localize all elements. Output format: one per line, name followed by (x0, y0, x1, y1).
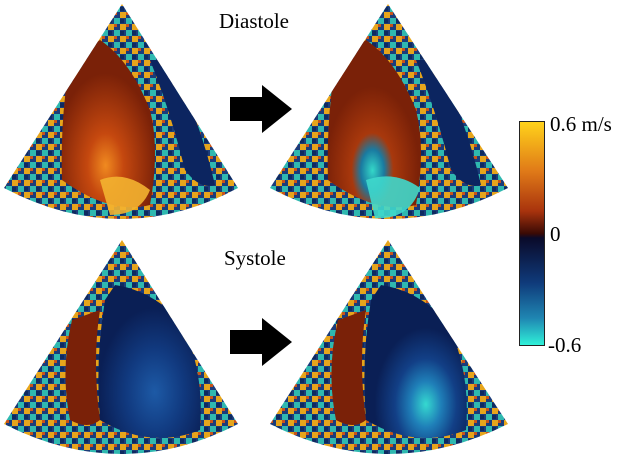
colorbar-max-label: 0.6 m/s (550, 112, 612, 136)
arrow-right-icon (230, 85, 292, 133)
sector-diastole-after (270, 4, 508, 219)
colorbar-zero-label: 0 (550, 222, 561, 246)
sector-systole-after (270, 240, 508, 454)
diastole-label: Diastole (219, 9, 289, 33)
colorbar (519, 121, 545, 346)
systole-label: Systole (224, 246, 286, 270)
sector-systole-before (4, 240, 238, 454)
arrow-right-icon (230, 318, 292, 366)
colorbar-min-label: -0.6 (548, 333, 582, 357)
sector-diastole-before (4, 4, 238, 219)
